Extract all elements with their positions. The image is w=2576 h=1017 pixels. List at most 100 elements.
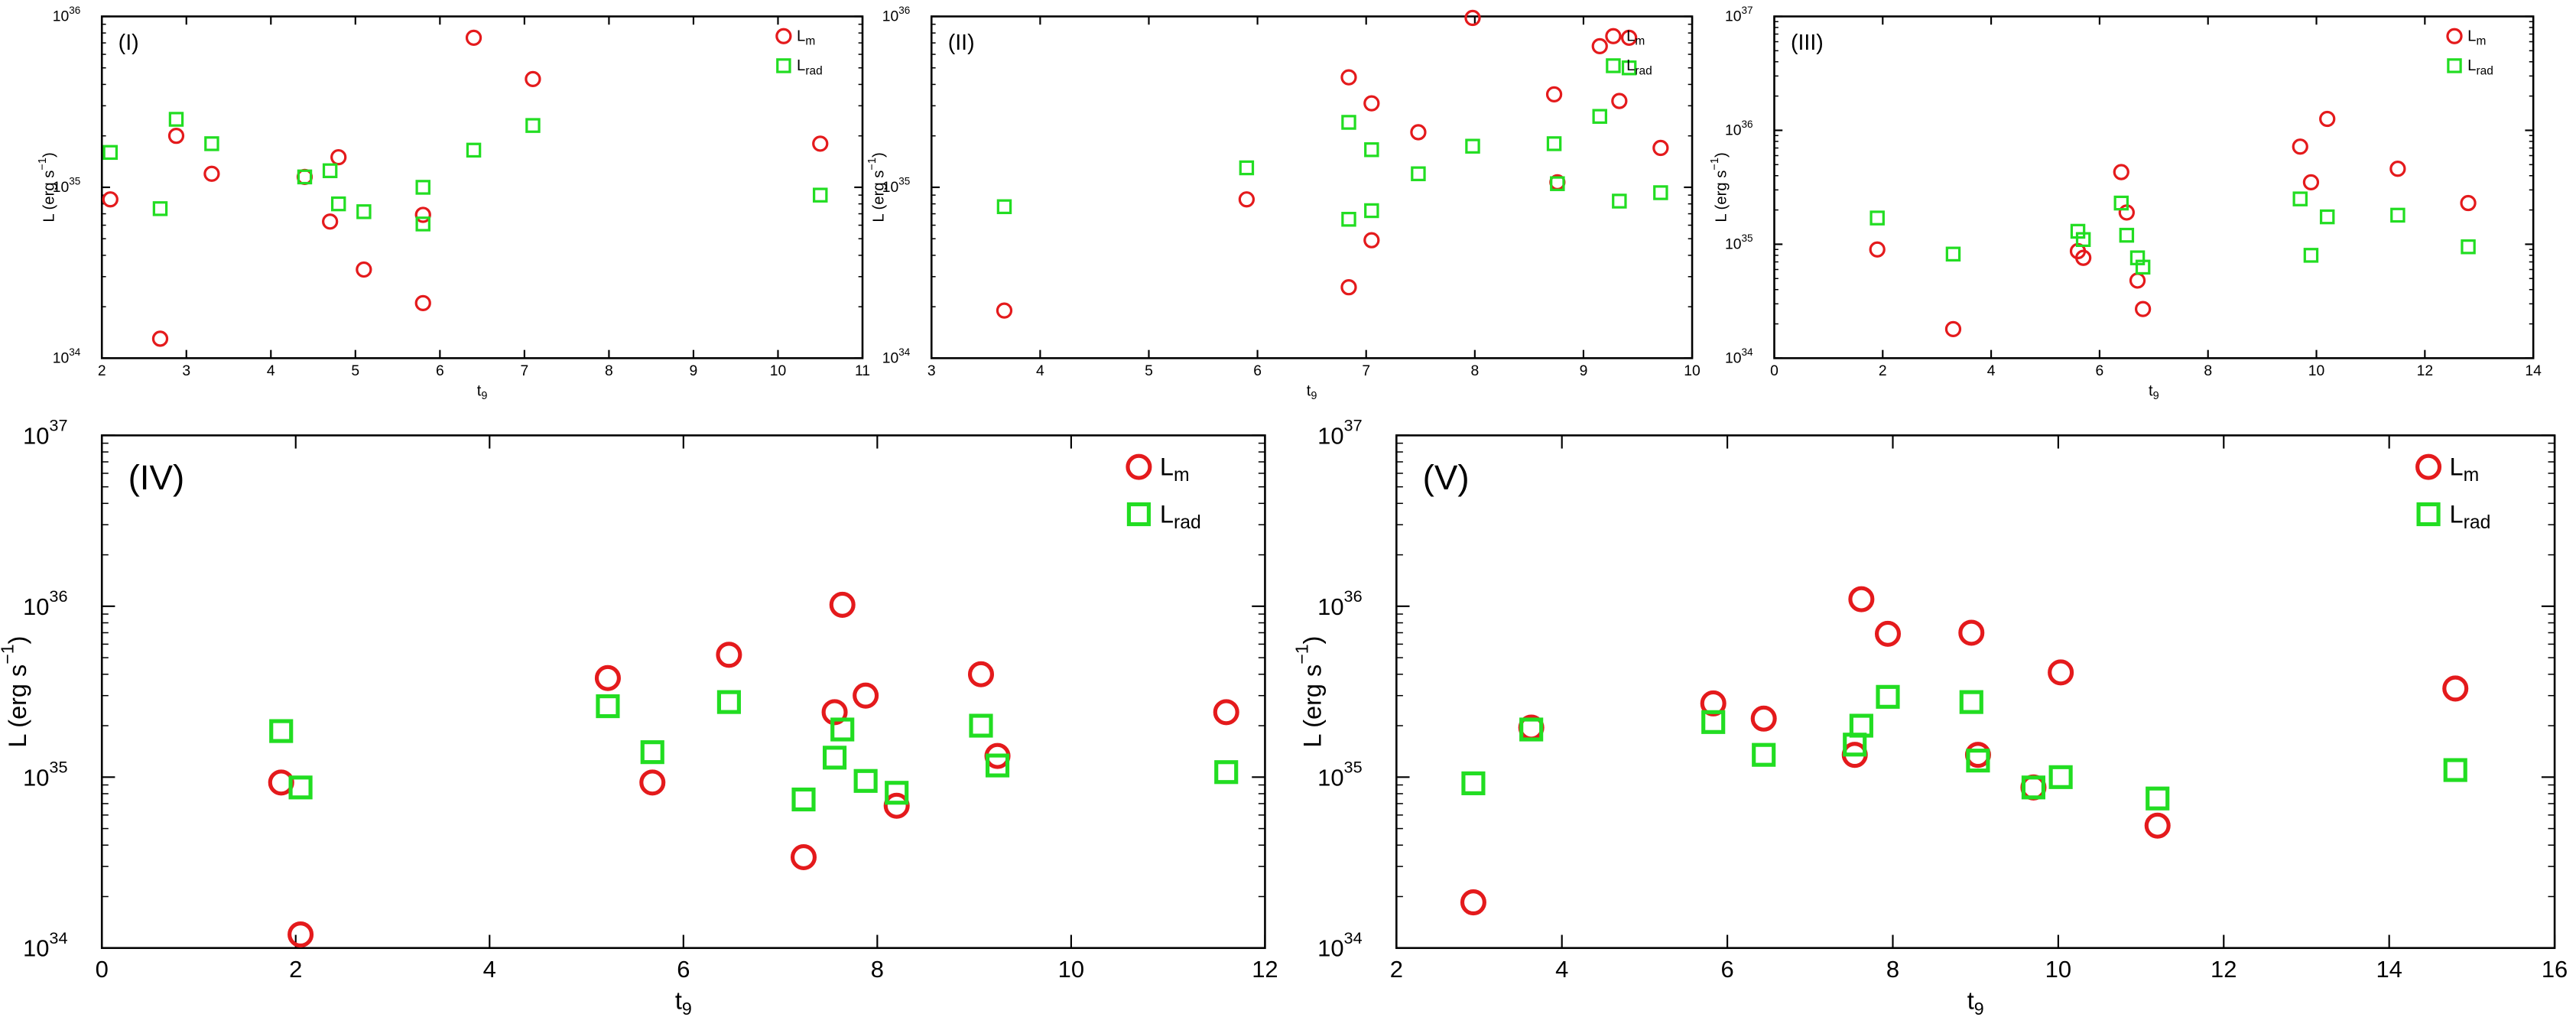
legend-name: L	[1160, 501, 1174, 528]
x-axis-label: t9	[2149, 382, 2159, 401]
point	[2443, 758, 2467, 782]
y-tick-base: 10	[1317, 593, 1343, 619]
legend-marker	[2416, 502, 2441, 527]
point	[1411, 166, 1426, 181]
point	[1752, 742, 1776, 767]
point	[2146, 786, 2170, 811]
point	[790, 843, 817, 871]
x-tick-label: 7	[1362, 363, 1370, 379]
y-tick-base: 10	[1725, 236, 1741, 252]
point	[415, 180, 430, 195]
x-tick-label: 8	[605, 363, 613, 379]
y-tick-label: 1036	[882, 4, 911, 24]
x-label-main: t	[675, 987, 682, 1015]
y-tick-label: 1037	[1725, 4, 1753, 24]
y-tick-base: 10	[1317, 422, 1343, 449]
point	[1876, 684, 1900, 709]
y-tick-exponent: 37	[49, 415, 67, 434]
x-axis-label: t9	[1967, 987, 1984, 1017]
point	[356, 204, 372, 219]
point	[2075, 249, 2092, 266]
point	[985, 753, 1010, 778]
point	[639, 769, 666, 796]
x-tick-label: 4	[1987, 363, 1996, 379]
legend-label: Lrad	[1160, 501, 1201, 533]
point	[102, 145, 118, 161]
y-label-main: L (erg s	[4, 664, 31, 748]
y-tick-label: 1035	[1317, 757, 1362, 791]
x-tick-label: 14	[2376, 956, 2402, 983]
point	[168, 112, 184, 127]
y-label-main: L (erg s	[41, 171, 57, 223]
x-tick-label: 8	[1470, 363, 1479, 379]
x-tick-label: 6	[1720, 956, 1733, 983]
point	[791, 787, 816, 812]
point	[330, 196, 346, 212]
panel-label: (III)	[1791, 31, 1824, 55]
point	[152, 201, 168, 216]
point	[322, 213, 339, 230]
x-tick-label: 4	[483, 956, 496, 983]
x-axis-label: t9	[1307, 382, 1317, 401]
point	[2390, 207, 2405, 223]
y-tick-base: 10	[882, 8, 898, 24]
x-tick-label: 0	[1770, 363, 1779, 379]
y-label-exponent: −1	[37, 158, 49, 171]
y-tick-label: 1037	[23, 415, 67, 449]
x-tick-label: 4	[1036, 363, 1044, 379]
point	[2075, 232, 2091, 247]
x-label-sub: 9	[682, 999, 692, 1017]
point	[1869, 241, 1886, 258]
point	[1340, 279, 1357, 296]
y-tick-base: 10	[23, 934, 49, 961]
x-tick-label: 10	[770, 363, 786, 379]
point	[1944, 320, 1962, 338]
panel-label: (IV)	[128, 458, 185, 497]
point	[330, 148, 347, 166]
legend-marker	[775, 28, 792, 44]
y-tick-label: 1035	[882, 175, 911, 196]
x-tick-label: 11	[855, 363, 870, 379]
legend-marker	[2446, 28, 2463, 44]
x-tick-label: 12	[2417, 363, 2433, 379]
point	[969, 713, 993, 738]
x-tick-label: 6	[677, 956, 690, 983]
point	[2048, 765, 2073, 789]
y-axis-label: L (erg s−1)	[37, 152, 58, 222]
x-tick-label: 2	[1879, 363, 1887, 379]
x-label-sub: 9	[1974, 999, 1984, 1017]
legend-marker	[1606, 58, 1621, 73]
point	[996, 199, 1012, 215]
legend-name-sub: m	[805, 34, 815, 47]
y-tick-base: 10	[1317, 934, 1343, 961]
point	[596, 694, 620, 719]
plot-frame	[1773, 15, 2535, 359]
plot-frame	[930, 15, 1694, 359]
legend-name: L	[2467, 57, 2476, 74]
point	[1849, 713, 1873, 738]
point	[1652, 139, 1669, 157]
point	[1700, 690, 1727, 716]
plot-frame	[100, 434, 1266, 950]
legend-name-sub: m	[2476, 34, 2486, 47]
x-label-main: t	[2149, 382, 2153, 399]
point	[525, 70, 541, 88]
legend-name-sub: rad	[805, 64, 822, 77]
point	[2389, 161, 2406, 177]
x-tick-label: 8	[1886, 956, 1899, 983]
legend-label: Lrad	[797, 57, 823, 77]
point	[1341, 115, 1356, 130]
point	[322, 163, 338, 179]
y-label-exponent: −1	[0, 644, 17, 664]
y-label-close: )	[1298, 636, 1326, 645]
legend-name: L	[1626, 57, 1635, 74]
point	[204, 136, 219, 151]
x-label-main: t	[1967, 987, 1974, 1015]
point	[967, 661, 995, 687]
legend-label: Lm	[2450, 453, 2480, 486]
point	[2460, 194, 2477, 212]
y-tick-base: 10	[1725, 8, 1741, 24]
point	[297, 169, 313, 185]
